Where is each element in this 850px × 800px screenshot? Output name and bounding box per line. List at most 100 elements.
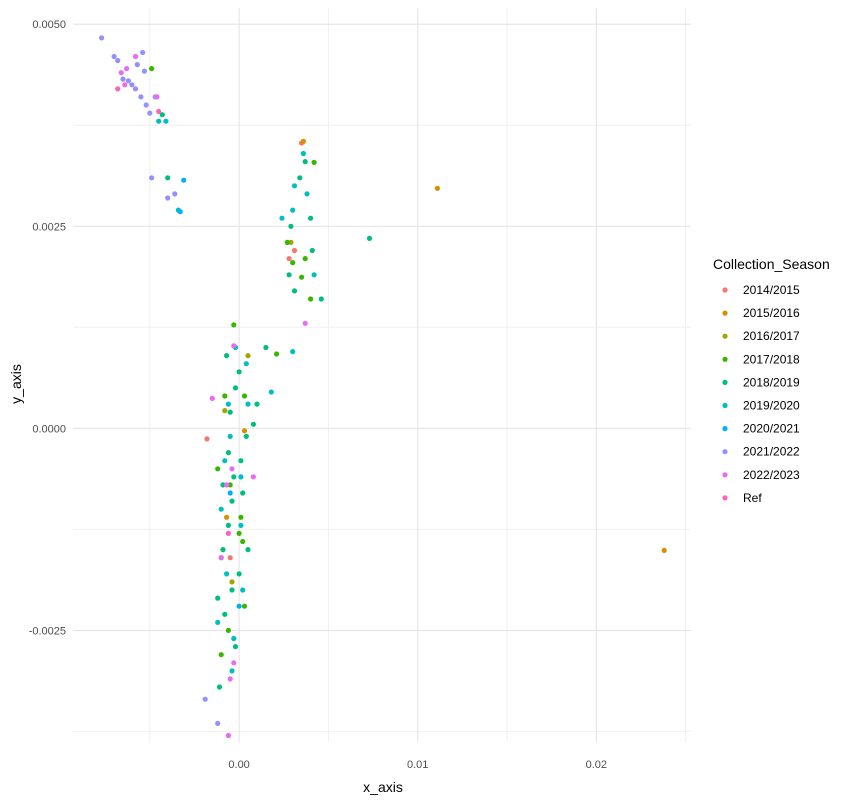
data-point: [290, 349, 296, 355]
legend-key: [722, 379, 728, 385]
data-point: [299, 274, 305, 280]
data-point: [288, 239, 294, 245]
data-point: [222, 393, 228, 399]
y-axis-title: y_axis: [8, 364, 24, 404]
data-point: [229, 668, 235, 674]
data-point: [149, 175, 155, 181]
data-point: [268, 389, 274, 395]
data-point: [297, 175, 303, 181]
data-point: [240, 587, 246, 593]
data-point: [302, 159, 308, 165]
legend-label: 2017/2018: [743, 352, 800, 366]
data-point: [141, 68, 147, 74]
data-point: [204, 436, 210, 442]
data-point: [291, 288, 298, 294]
data-point: [308, 215, 314, 221]
data-point: [172, 191, 178, 197]
data-point: [661, 547, 667, 554]
legend-label: 2022/2023: [743, 468, 800, 482]
data-point: [238, 458, 244, 464]
data-point: [263, 344, 269, 351]
data-point: [229, 498, 235, 504]
data-point: [220, 547, 226, 553]
data-point: [366, 235, 373, 241]
y-tick-label: 0.0025: [32, 221, 66, 233]
data-point: [302, 320, 308, 326]
data-point: [147, 110, 153, 116]
data-point: [215, 720, 221, 727]
data-point: [227, 490, 233, 496]
legend-key: [722, 426, 728, 432]
data-point: [231, 660, 237, 666]
data-point: [215, 619, 221, 626]
legend-key: [722, 449, 728, 455]
data-point: [163, 118, 169, 124]
data-point: [232, 644, 239, 650]
y-tick-label: 0.0050: [32, 19, 66, 31]
data-point: [224, 482, 230, 488]
data-point: [125, 78, 131, 84]
data-point: [149, 66, 155, 72]
data-point: [231, 322, 237, 328]
data-point: [99, 35, 105, 41]
legend-label: 2016/2017: [743, 329, 800, 343]
legend-key: [722, 310, 728, 316]
data-point: [224, 514, 230, 520]
data-point: [286, 256, 292, 262]
data-point: [304, 191, 310, 197]
x-axis-tick-labels: 0.00 0.01 0.02: [228, 759, 607, 771]
data-point: [236, 369, 242, 375]
data-point: [156, 118, 162, 124]
y-tick-label: 0.0000: [32, 423, 66, 435]
minor-gridlines: [73, 8, 691, 742]
data-point: [227, 409, 233, 415]
data-point: [132, 53, 139, 60]
data-point: [124, 66, 130, 72]
legend-label: 2014/2015: [743, 283, 800, 297]
data-point: [250, 474, 256, 480]
data-point: [240, 490, 246, 496]
data-point: [245, 353, 251, 359]
data-point: [238, 514, 244, 520]
major-gridlines: [73, 8, 691, 742]
data-point: [236, 603, 242, 609]
legend-label: 2015/2016: [743, 306, 800, 320]
data-point: [218, 652, 224, 658]
legend-key: [722, 333, 728, 339]
x-axis-title: x_axis: [363, 779, 403, 795]
data-point: [279, 215, 285, 221]
data-point: [434, 185, 440, 191]
data-point: [222, 611, 228, 617]
data-point: [225, 530, 231, 537]
data-point: [165, 195, 171, 201]
data-point: [240, 538, 246, 545]
data-point: [156, 108, 162, 115]
data-point: [165, 175, 171, 181]
data-point: [231, 343, 237, 349]
data-point: [300, 138, 306, 144]
data-point: [229, 579, 235, 585]
data-point: [291, 247, 298, 254]
data-point: [227, 433, 233, 439]
data-point: [134, 62, 140, 68]
legend: Collection_Season 2014/2015 2015/2016 2016…: [713, 256, 830, 505]
data-point: [111, 53, 117, 60]
data-point: [222, 408, 228, 414]
data-point: [232, 385, 239, 391]
legend-label: 2018/2019: [743, 375, 800, 389]
data-point: [154, 94, 160, 100]
x-tick-label: 0.01: [407, 759, 428, 771]
data-point: [224, 353, 230, 359]
x-tick-label: 0.02: [586, 759, 607, 771]
data-point: [290, 260, 296, 266]
data-point: [225, 522, 231, 529]
data-point: [209, 395, 215, 401]
legend-key: [722, 356, 728, 362]
data-point: [132, 86, 139, 92]
legend-key: [722, 495, 728, 501]
data-point: [290, 207, 296, 213]
data-point: [291, 183, 298, 189]
data-point: [243, 361, 249, 367]
data-point: [245, 401, 251, 407]
